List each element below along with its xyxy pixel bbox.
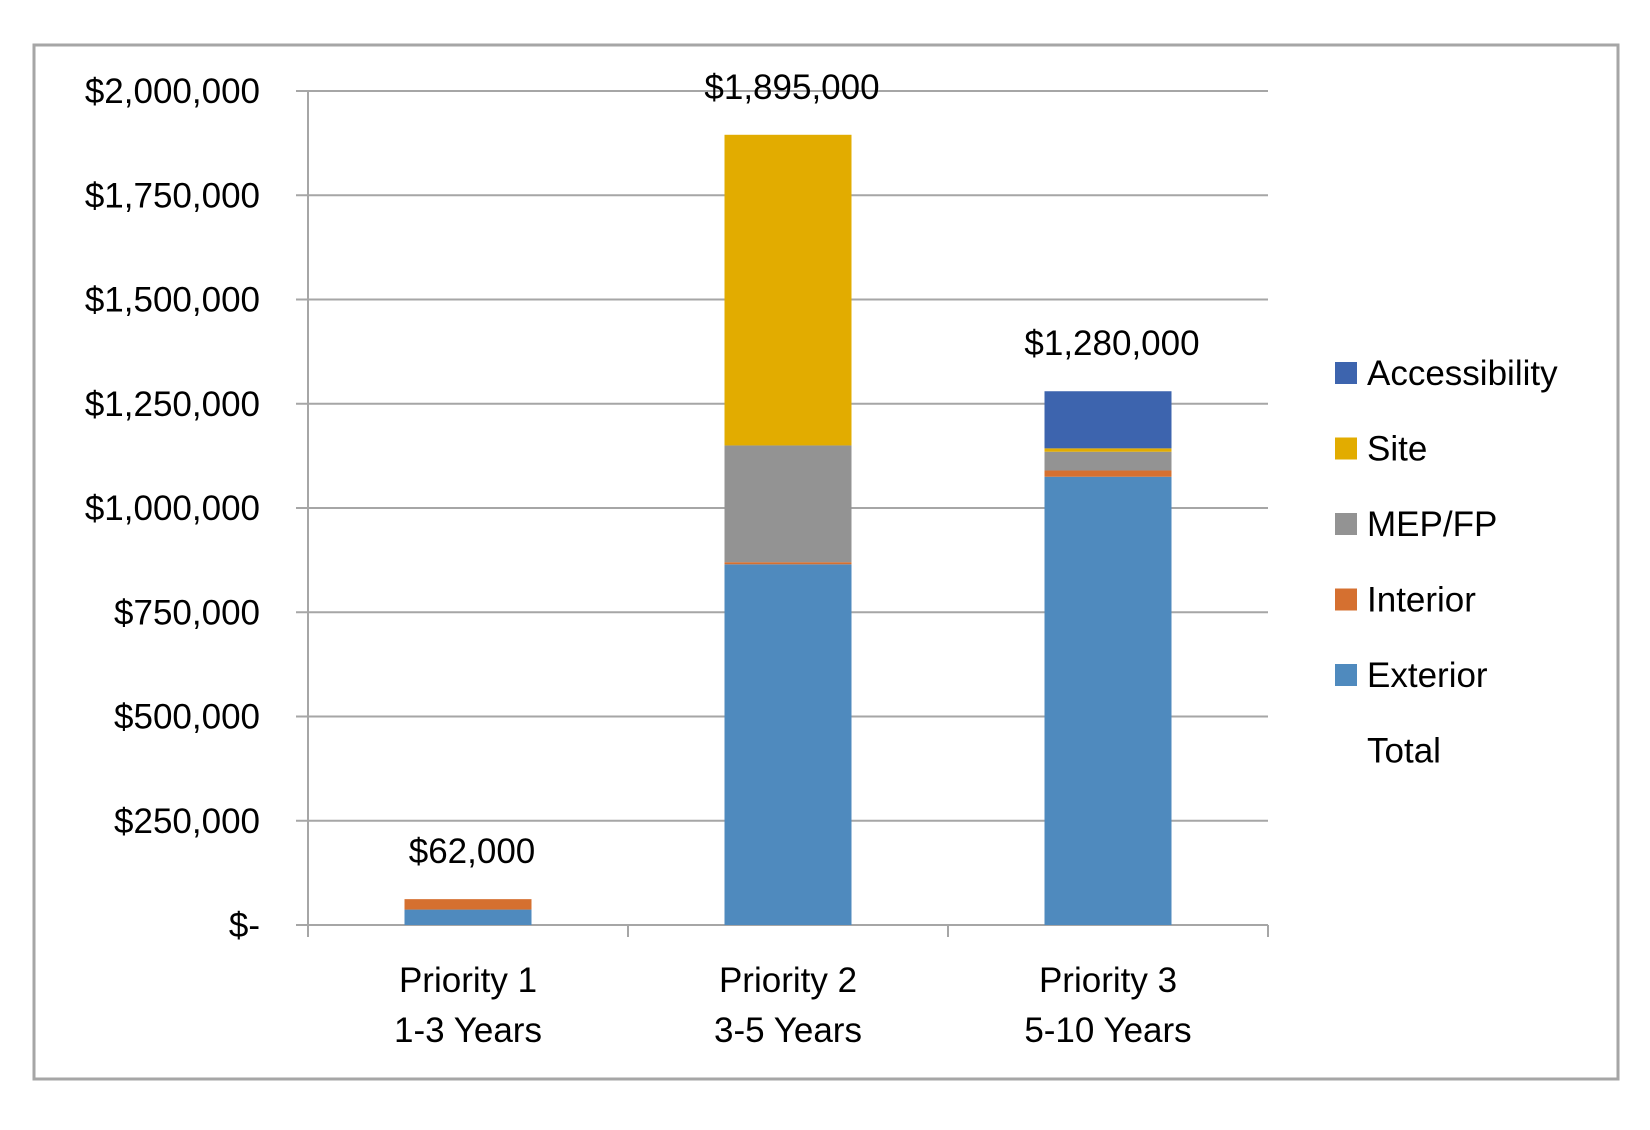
- legend-label-exterior: Exterior: [1367, 656, 1488, 695]
- bar-segment-site: [1044, 448, 1172, 452]
- y-tick-label: $1,750,000: [85, 176, 260, 215]
- total-data-label: $62,000: [409, 832, 536, 871]
- bar-segment-interior: [404, 899, 532, 910]
- y-tick-label: $750,000: [114, 593, 260, 632]
- x-category-label: Priority 2: [719, 961, 857, 1000]
- y-tick-label: $250,000: [114, 802, 260, 841]
- legend-swatch-mep-fp: [1335, 513, 1357, 535]
- bar-segment-site: [724, 134, 852, 446]
- x-category-sublabel: 3-5 Years: [714, 1011, 862, 1050]
- total-data-label: $1,895,000: [704, 68, 879, 107]
- legend-label-mep-fp: MEP/FP: [1367, 505, 1497, 544]
- y-tick-label: $-: [229, 906, 260, 945]
- y-tick-label: $500,000: [114, 698, 260, 737]
- y-tick-label: $1,250,000: [85, 385, 260, 424]
- bar-segment-interior: [1044, 470, 1172, 477]
- bar-segment-exterior: [724, 564, 852, 925]
- bar-segment-accessibility: [1044, 391, 1172, 449]
- legend-swatch-interior: [1335, 588, 1357, 611]
- legend-label-interior: Interior: [1367, 581, 1476, 620]
- y-tick-label: $1,500,000: [85, 281, 260, 320]
- bar-segment-exterior: [404, 909, 532, 925]
- x-category-label: Priority 1: [399, 961, 537, 1000]
- legend-swatch-accessibility: [1335, 362, 1357, 384]
- legend-label-total: Total: [1367, 732, 1441, 771]
- x-category-label: Priority 3: [1039, 961, 1177, 1000]
- legend: Accessibility Site MEP/FP Interior Exterior T…: [1335, 354, 1558, 771]
- labels: $- $250,000 $500,000 $750,000 $1,000,000 $1,2…: [85, 68, 1200, 1050]
- legend-swatch-site: [1335, 437, 1357, 460]
- bar-segment-mep-fp: [724, 445, 852, 563]
- bars: [404, 134, 1172, 925]
- legend-label-site: Site: [1367, 430, 1427, 469]
- y-tick-label: $2,000,000: [85, 72, 260, 111]
- legend-swatch-exterior: [1335, 664, 1357, 686]
- legend-label-accessibility: Accessibility: [1367, 354, 1558, 393]
- bar-segment-interior: [724, 562, 852, 565]
- bar-segment-exterior: [1044, 476, 1172, 925]
- x-category-sublabel: 1-3 Years: [394, 1011, 542, 1050]
- x-category-sublabel: 5-10 Years: [1024, 1011, 1191, 1050]
- y-tick-label: $1,000,000: [85, 489, 260, 528]
- total-data-label: $1,280,000: [1024, 324, 1199, 363]
- bar-segment-mep-fp: [1044, 451, 1172, 471]
